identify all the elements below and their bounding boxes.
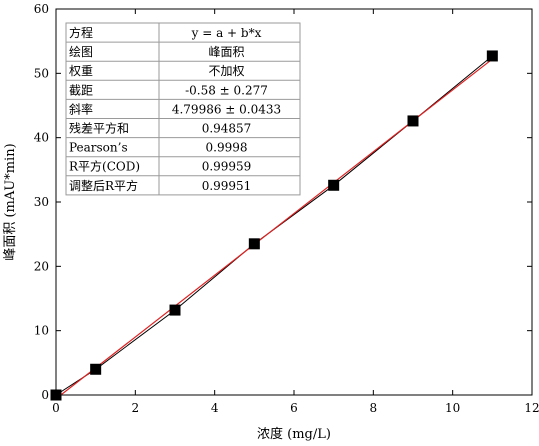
table-row-label: 残差平方和 (69, 121, 129, 136)
table-row-value: -0.58 ± 0.277 (185, 83, 268, 97)
x-tick-label: 10 (445, 401, 460, 415)
linear-fit-line (55, 58, 493, 400)
table-row-value: 峰面积 (208, 45, 244, 59)
data-point (328, 179, 340, 191)
y-tick-label: 50 (34, 66, 49, 80)
data-point (50, 389, 62, 401)
data-point (407, 115, 419, 127)
x-tick-label: 12 (524, 401, 539, 415)
data-point (248, 238, 260, 250)
table-row-value: 0.94857 (202, 122, 252, 136)
fit-line (55, 58, 493, 400)
data-point (169, 304, 181, 316)
y-tick-label: 40 (34, 131, 49, 145)
y-tick-label: 20 (34, 259, 49, 273)
x-tick-label: 2 (132, 401, 140, 415)
axis-ticks: 0 2 4 6 8 10 12 0 10 20 30 40 50 60 (34, 2, 539, 415)
y-tick-label: 0 (41, 388, 49, 402)
data-markers (50, 50, 498, 401)
table-row-label: 方程 (69, 25, 93, 40)
x-tick-label: 6 (290, 401, 298, 415)
table-row-value: y = a + b*x (191, 26, 262, 40)
data-point (90, 363, 102, 375)
x-axis-title: 浓度 (mg/L) (257, 426, 331, 442)
x-tick-label: 8 (370, 401, 378, 415)
table-row-label: 斜率 (69, 101, 93, 116)
table-row-label: 权重 (69, 64, 93, 78)
table-row-value: 不加权 (208, 64, 244, 78)
x-tick-label: 4 (211, 401, 219, 415)
table-row-label: 调整后R平方 (69, 178, 138, 193)
y-tick-label: 30 (34, 195, 49, 209)
data-point (486, 50, 498, 62)
y-tick-label: 60 (34, 2, 49, 16)
table-row-label: R平方(COD) (69, 159, 140, 174)
x-tick-label: 0 (52, 401, 60, 415)
table-row-value: 0.99951 (202, 179, 252, 193)
table-row-label: 绘图 (69, 44, 93, 59)
table-row-label: 截距 (69, 83, 93, 97)
table-row-value: 4.79986 ± 0.0433 (172, 102, 281, 116)
table-row-value: 0.99959 (202, 160, 252, 174)
y-tick-label: 10 (34, 324, 49, 338)
table-row-value: 0.9998 (206, 141, 248, 155)
table-border (65, 22, 301, 196)
y-axis-title: 峰面积 (mAU*min) (3, 143, 18, 260)
table-row-label: Pearson’s (69, 141, 128, 155)
